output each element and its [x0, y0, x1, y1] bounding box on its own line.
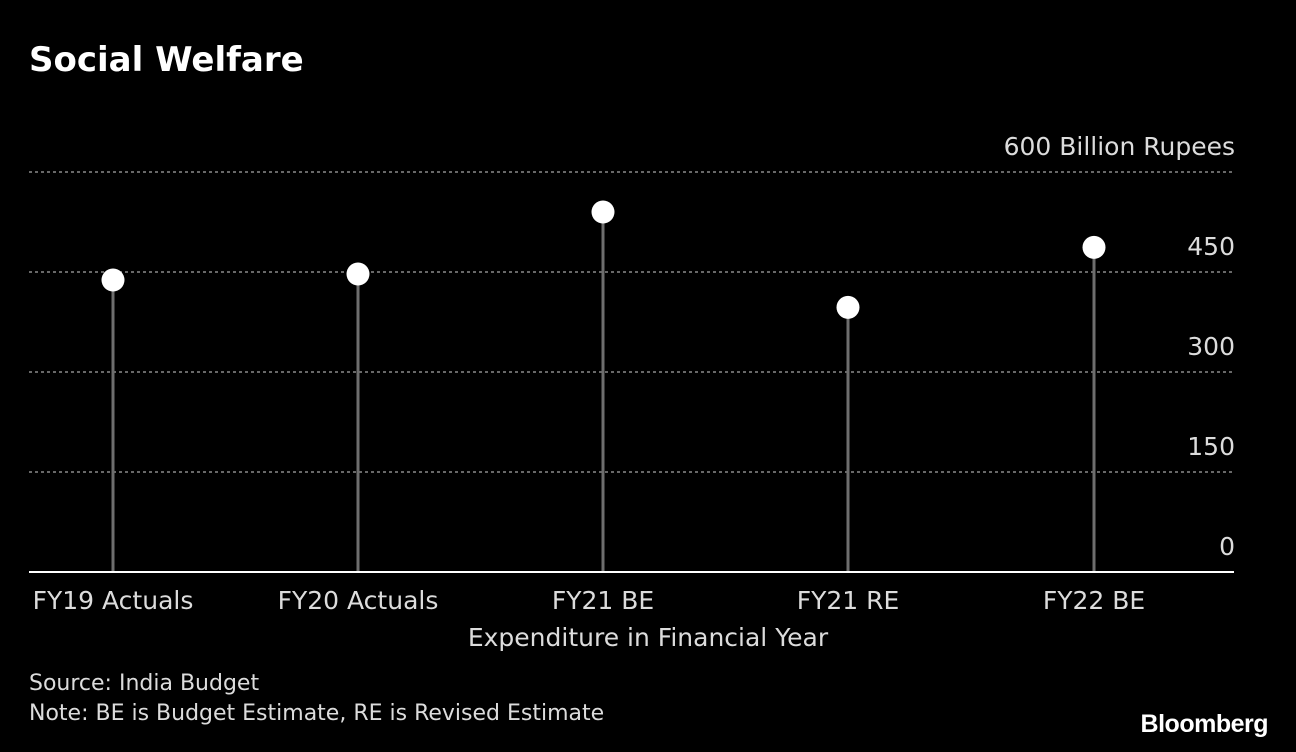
- x-category-label: FY21 RE: [797, 586, 900, 615]
- y-tick-label: 600 Billion Rupees: [1004, 132, 1235, 161]
- stems: [111, 212, 1096, 572]
- x-category-label: FY22 BE: [1043, 586, 1145, 615]
- x-category-label: FY20 Actuals: [278, 586, 439, 615]
- x-axis-title: Expenditure in Financial Year: [468, 623, 829, 652]
- markers: [101, 200, 1106, 319]
- lollipop-marker: [346, 262, 370, 286]
- lollipop-marker: [836, 295, 860, 319]
- x-category-labels: FY19 Actuals FY20 Actuals FY21 BE FY21 RE FY…: [33, 586, 1146, 615]
- footnote: Note: BE is Budget Estimate, RE is Revis…: [29, 701, 605, 726]
- y-tick-labels: 0 150 300 450 600 Billion Rupees: [1004, 132, 1235, 561]
- gridlines: [29, 171, 1234, 473]
- y-tick-label: 450: [1187, 232, 1235, 261]
- y-tick-label: 0: [1219, 532, 1235, 561]
- y-tick-label: 150: [1187, 432, 1235, 461]
- bloomberg-logo: Bloomberg: [1140, 710, 1269, 738]
- x-category-label: FY19 Actuals: [33, 586, 194, 615]
- source-note: Source: India Budget: [29, 671, 260, 696]
- lollipop-marker: [1082, 235, 1106, 259]
- x-category-label: FY21 BE: [552, 586, 654, 615]
- chart-title: Social Welfare: [29, 40, 304, 80]
- lollipop-marker: [101, 268, 125, 292]
- y-tick-label: 300: [1187, 332, 1235, 361]
- lollipop-marker: [591, 200, 615, 224]
